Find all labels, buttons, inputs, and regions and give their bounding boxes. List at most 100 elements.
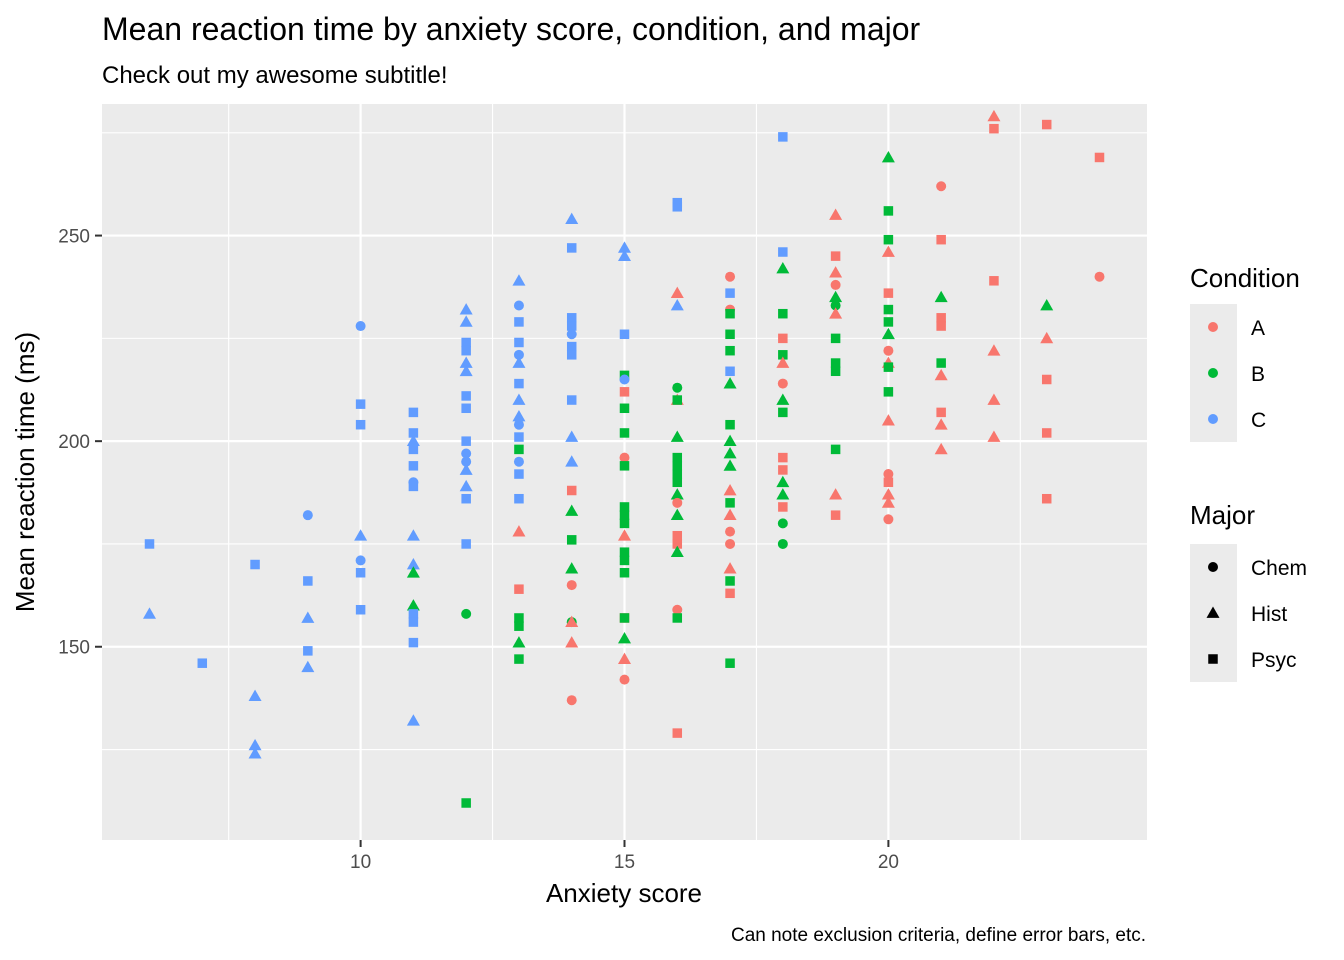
data-point bbox=[406, 529, 420, 541]
data-point bbox=[619, 518, 630, 529]
data-point bbox=[830, 279, 841, 290]
data-point bbox=[459, 303, 473, 315]
data-point bbox=[883, 234, 894, 245]
data-point bbox=[672, 461, 683, 471]
data-point bbox=[619, 613, 630, 623]
data-point bbox=[830, 300, 841, 311]
data-point bbox=[934, 442, 948, 455]
data-point bbox=[566, 395, 577, 405]
data-point bbox=[459, 479, 473, 492]
data-point bbox=[565, 430, 579, 442]
legend-condition-label: C bbox=[1251, 409, 1266, 432]
data-point bbox=[672, 395, 683, 405]
data-point bbox=[566, 313, 577, 323]
data-point bbox=[830, 333, 841, 344]
legend-major: Major Chem Hist Psyc bbox=[1190, 500, 1307, 682]
legend-major-key bbox=[1208, 654, 1218, 664]
legend-condition-label: A bbox=[1251, 317, 1265, 340]
data-point bbox=[566, 580, 577, 591]
data-point bbox=[723, 459, 737, 471]
data-point bbox=[408, 461, 419, 471]
data-point bbox=[936, 181, 947, 192]
data-point bbox=[461, 436, 471, 446]
data-point bbox=[725, 576, 735, 586]
data-point bbox=[619, 387, 630, 397]
data-point bbox=[987, 430, 1001, 442]
data-point bbox=[248, 747, 262, 759]
data-point bbox=[514, 613, 524, 623]
legend-major-label: Hist bbox=[1251, 603, 1287, 626]
data-point bbox=[778, 407, 788, 418]
data-point bbox=[934, 290, 948, 303]
data-point bbox=[618, 632, 631, 644]
data-point bbox=[619, 547, 630, 557]
data-point bbox=[248, 738, 262, 751]
data-point bbox=[565, 562, 579, 574]
data-point bbox=[936, 234, 946, 245]
data-point bbox=[512, 525, 526, 537]
data-point bbox=[566, 341, 577, 352]
data-point bbox=[1041, 428, 1052, 438]
data-point bbox=[777, 518, 788, 529]
data-point bbox=[670, 430, 684, 442]
data-point bbox=[565, 212, 579, 225]
data-point bbox=[829, 208, 843, 220]
data-point bbox=[670, 286, 684, 299]
data-point bbox=[776, 356, 790, 368]
data-point bbox=[670, 508, 684, 521]
data-point bbox=[723, 377, 737, 389]
data-point bbox=[301, 660, 315, 673]
data-point bbox=[459, 364, 473, 377]
data-point bbox=[461, 391, 471, 401]
y-axis: 150 200 250 bbox=[58, 227, 102, 659]
data-point bbox=[566, 350, 577, 360]
data-point bbox=[1094, 271, 1105, 282]
data-point bbox=[672, 530, 683, 541]
data-point bbox=[883, 317, 894, 327]
data-point bbox=[513, 349, 524, 360]
data-point bbox=[725, 526, 736, 537]
data-point bbox=[829, 488, 843, 500]
data-point bbox=[778, 452, 788, 463]
data-point bbox=[829, 290, 843, 303]
x-tick-label: 20 bbox=[878, 852, 899, 873]
data-point bbox=[881, 414, 895, 426]
data-point bbox=[408, 481, 419, 492]
data-point bbox=[514, 654, 524, 664]
data-point bbox=[354, 529, 368, 541]
data-point bbox=[723, 484, 737, 496]
data-point bbox=[408, 407, 419, 418]
data-point bbox=[777, 378, 788, 389]
data-point bbox=[303, 646, 313, 656]
data-point bbox=[776, 393, 790, 405]
data-point bbox=[883, 469, 894, 480]
data-point bbox=[672, 539, 683, 549]
data-point bbox=[987, 109, 1001, 122]
legend-condition-label: B bbox=[1251, 363, 1265, 386]
y-tick-label: 200 bbox=[58, 432, 90, 453]
plot-panel bbox=[102, 104, 1147, 840]
data-point bbox=[883, 345, 894, 356]
data-point bbox=[566, 243, 577, 253]
data-point bbox=[883, 362, 894, 372]
data-point bbox=[461, 403, 471, 414]
data-point bbox=[883, 477, 894, 488]
data-point bbox=[355, 604, 366, 615]
data-point bbox=[461, 456, 472, 467]
data-point bbox=[248, 689, 262, 701]
data-point bbox=[672, 452, 683, 463]
data-point bbox=[461, 493, 471, 504]
data-point bbox=[778, 247, 788, 257]
data-point bbox=[725, 498, 735, 508]
data-point bbox=[725, 271, 736, 282]
data-point bbox=[830, 510, 841, 520]
data-point bbox=[565, 615, 579, 627]
data-point bbox=[301, 611, 315, 623]
data-point bbox=[355, 555, 366, 566]
data-point bbox=[406, 566, 420, 578]
data-point bbox=[776, 488, 790, 500]
data-point bbox=[619, 510, 630, 520]
data-point bbox=[672, 477, 683, 488]
data-point bbox=[1040, 331, 1054, 344]
